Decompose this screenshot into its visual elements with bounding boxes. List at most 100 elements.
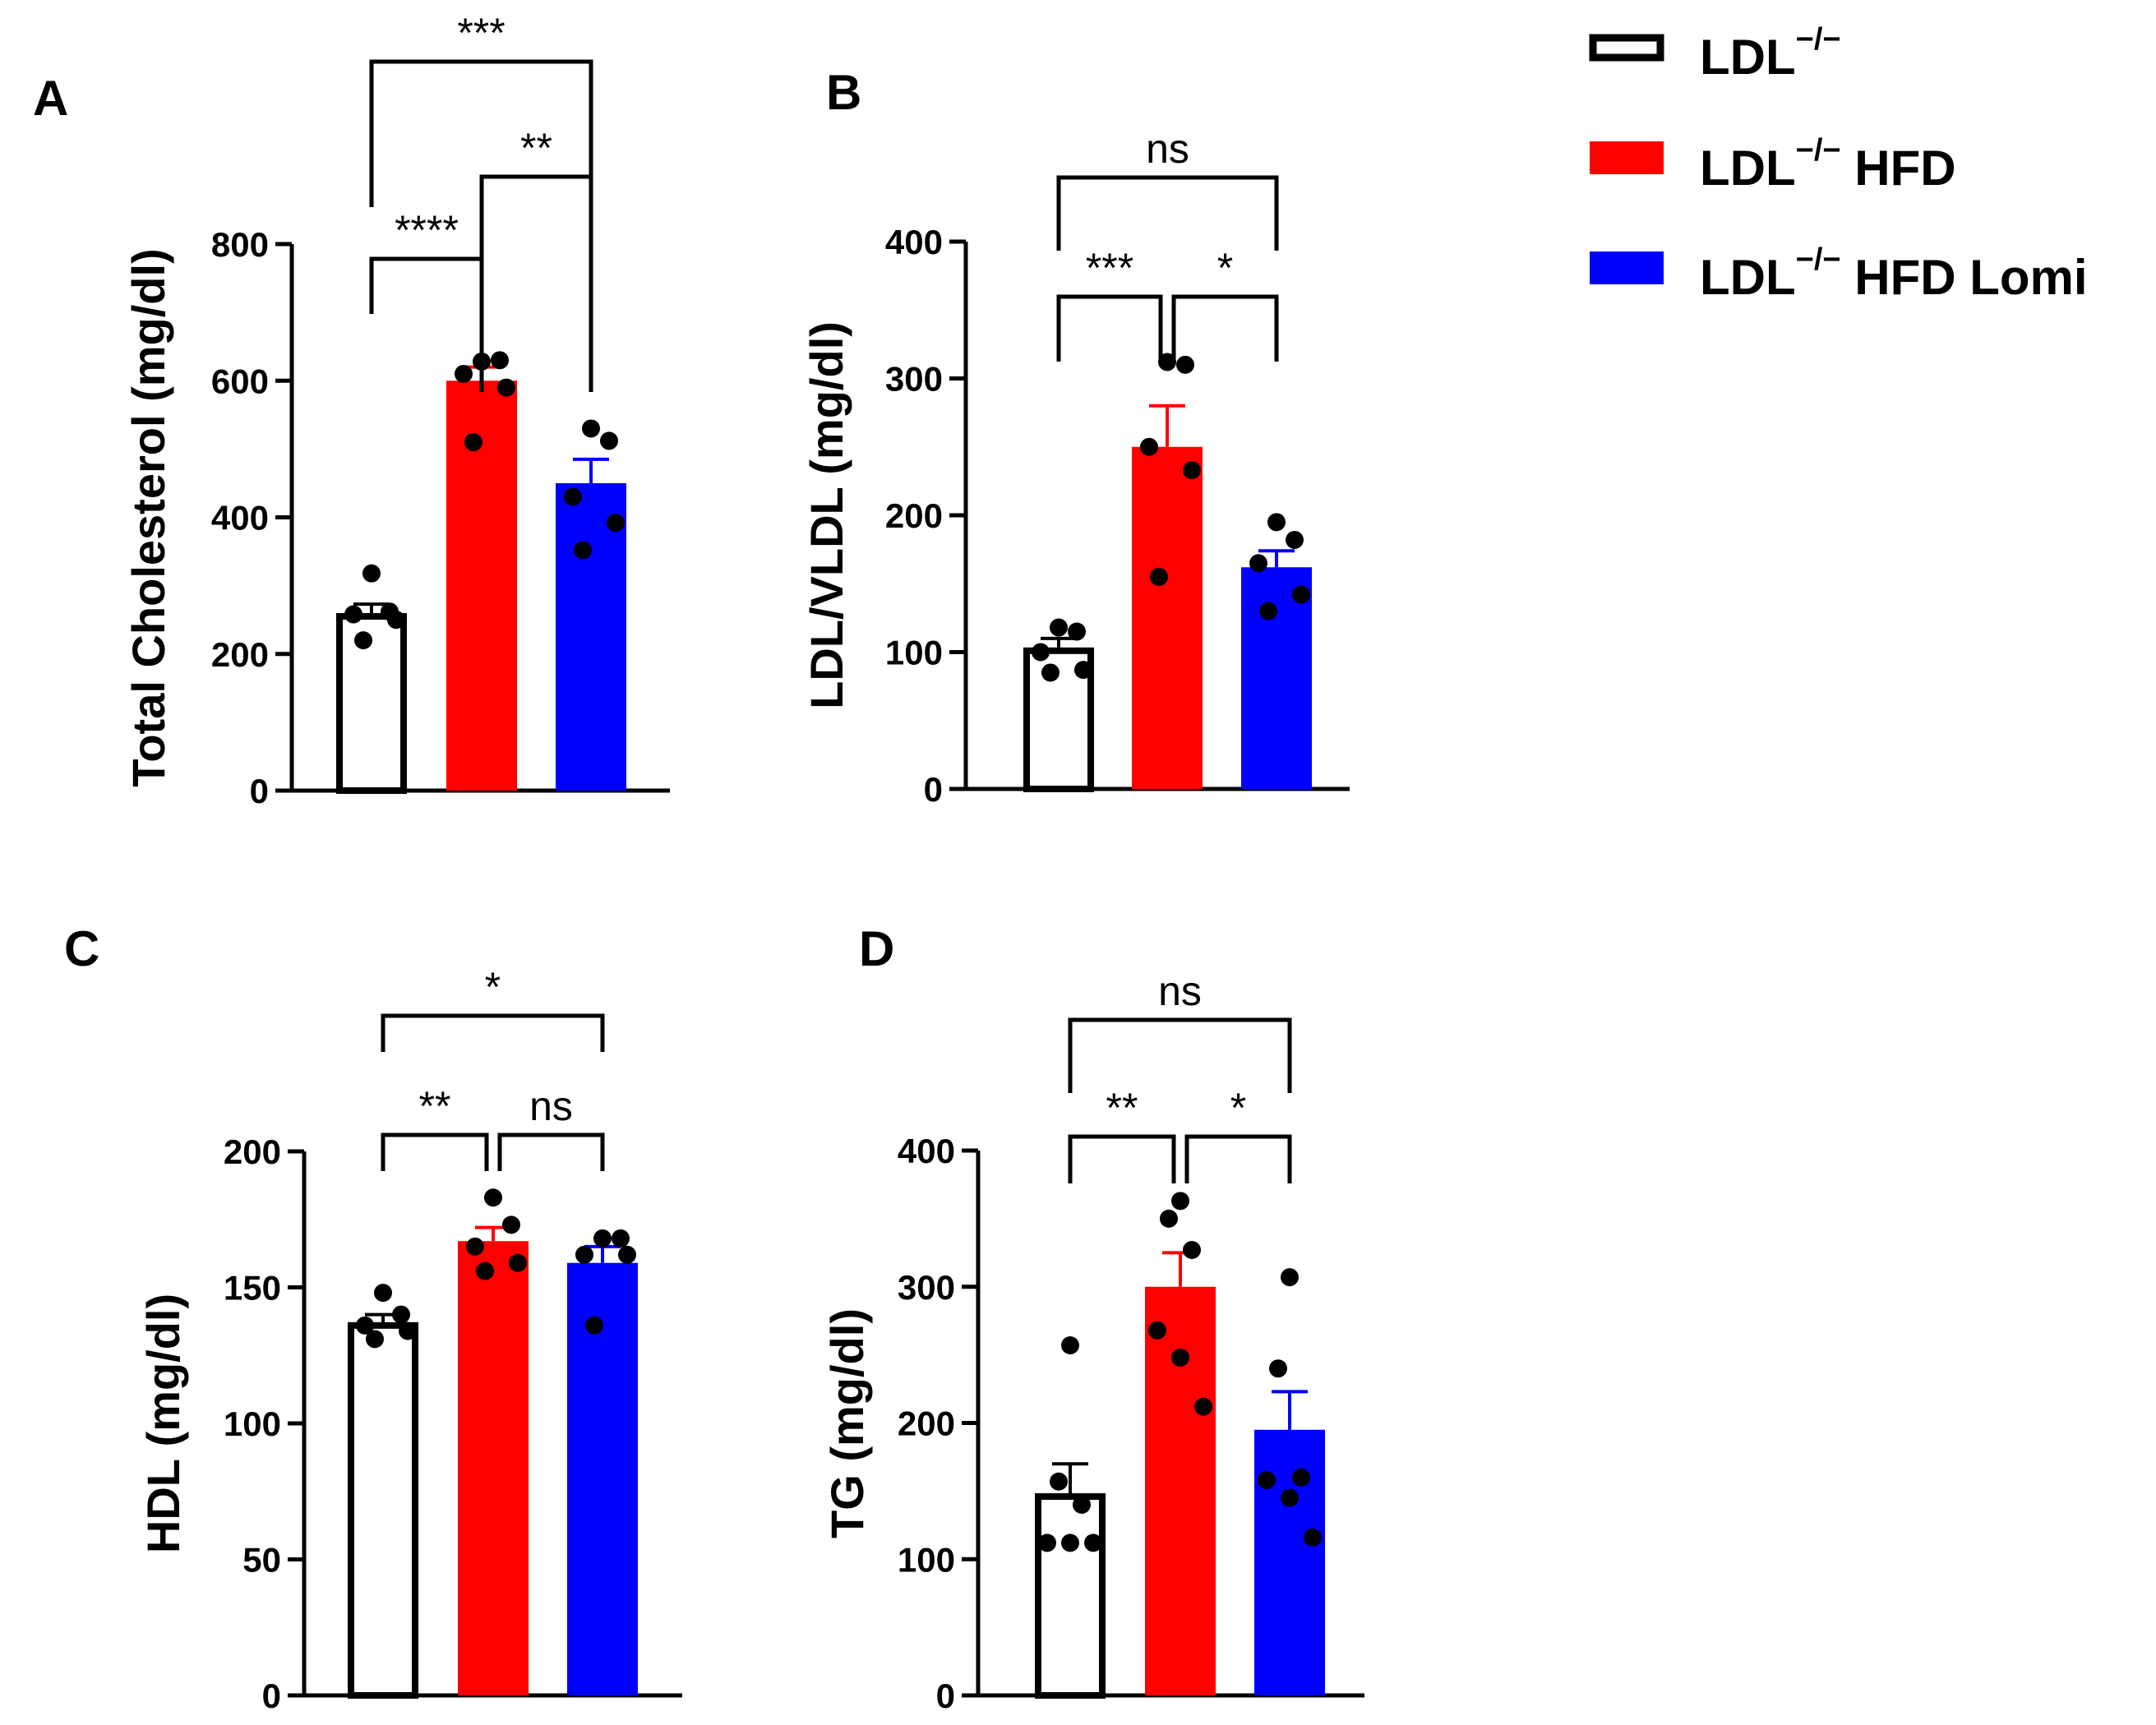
legend-swatch	[1589, 34, 1664, 62]
bar	[1132, 446, 1203, 789]
data-point	[1061, 1336, 1079, 1355]
significance-label: **	[1106, 1085, 1138, 1131]
bar	[446, 381, 517, 791]
panel-letter: D	[859, 921, 894, 976]
significance-bracket	[1068, 1017, 1292, 1093]
significance-label: **	[419, 1083, 451, 1129]
data-point	[1281, 1488, 1299, 1507]
data-point	[1038, 1534, 1056, 1552]
bar	[348, 1321, 418, 1699]
data-point	[1292, 585, 1310, 604]
panel-letter: B	[826, 65, 861, 120]
data-point	[1068, 622, 1086, 641]
data-point	[491, 351, 509, 370]
data-point	[1074, 661, 1092, 680]
data-point	[1084, 1534, 1102, 1552]
data-point	[1050, 1472, 1068, 1491]
y-axis-title: LDL/VLDL (mg/dl)	[801, 321, 852, 709]
data-point	[1140, 437, 1158, 456]
data-point	[585, 1316, 603, 1335]
significance-bracket	[1068, 1134, 1176, 1183]
data-point	[1269, 1359, 1287, 1378]
y-tick-label: 200	[211, 635, 269, 674]
data-point	[1183, 461, 1201, 480]
bar	[556, 482, 626, 791]
data-point	[1073, 1495, 1091, 1514]
data-point	[1259, 602, 1277, 620]
significance-label: ***	[1086, 245, 1133, 291]
data-point	[466, 1237, 484, 1256]
data-point	[1286, 530, 1304, 549]
legend-swatch	[1590, 141, 1664, 174]
data-point	[582, 419, 600, 438]
legend-item: LDL−/− HFD Lomi	[1590, 242, 2088, 305]
panel-letter: C	[64, 921, 99, 976]
chart-panel-c: C HDL (mg/dl) 0 50 100 150 200 ** ns *	[64, 921, 682, 1715]
significance-bracket	[369, 256, 484, 314]
data-point	[1292, 1468, 1310, 1487]
y-tick-label: 800	[211, 225, 269, 264]
significance-bracket	[1171, 294, 1279, 362]
data-point	[1041, 663, 1060, 682]
data-point	[574, 541, 592, 560]
data-point	[1171, 1348, 1189, 1367]
significance-bracket	[369, 59, 593, 207]
y-tick-label: 300	[898, 1268, 955, 1307]
data-point	[612, 1229, 630, 1248]
data-point	[374, 1284, 392, 1303]
significance-bracket	[1056, 175, 1279, 251]
significance-label: **	[520, 125, 552, 171]
significance-bracket	[381, 1013, 605, 1052]
y-tick-label: 0	[936, 1677, 955, 1715]
bar	[1145, 1286, 1216, 1695]
y-tick-label: 400	[885, 223, 943, 261]
data-point	[497, 378, 515, 397]
data-point	[1176, 355, 1194, 374]
legend-label: LDL−/− HFD Lomi	[1700, 242, 2088, 305]
data-point	[600, 431, 618, 450]
data-point	[509, 1253, 527, 1272]
data-point	[344, 605, 362, 624]
significance-bracket	[1056, 294, 1163, 362]
data-point	[564, 487, 582, 506]
significance-bracket	[479, 174, 593, 392]
significance-bracket	[497, 1132, 605, 1171]
y-tick-label: 200	[885, 496, 943, 535]
bar	[458, 1241, 529, 1695]
y-axis-title: HDL (mg/dl)	[137, 1294, 189, 1553]
chart-panel-a: A Total Cholesterol (mg/dl) 0 200 400 600 800 *…	[33, 10, 670, 810]
data-point	[1148, 1321, 1166, 1340]
y-tick-label: 0	[924, 770, 943, 809]
data-point	[464, 433, 482, 452]
panels: A Total Cholesterol (mg/dl) 0 200 400 600 800 *…	[33, 10, 1364, 1715]
legend-swatch	[1590, 251, 1664, 284]
y-tick-label: 0	[262, 1677, 281, 1715]
significance-bracket	[1184, 1134, 1292, 1183]
significance-label: *	[1230, 1085, 1246, 1131]
data-point	[1304, 1528, 1322, 1547]
data-point	[1281, 1268, 1299, 1287]
data-point	[399, 1321, 417, 1340]
significance-label: ns	[1146, 126, 1189, 172]
y-axis-title: Total Cholesterol (mg/dl)	[122, 248, 174, 786]
y-tick-label: 400	[211, 499, 269, 537]
data-point	[362, 564, 381, 583]
significance-label: ns	[1158, 968, 1202, 1014]
panel-letter: A	[33, 71, 68, 126]
y-tick-label: 600	[211, 362, 269, 400]
data-point	[502, 1215, 520, 1234]
bar	[336, 613, 407, 794]
data-point	[1249, 554, 1267, 573]
data-point	[1160, 1209, 1178, 1228]
bar	[1254, 1429, 1325, 1695]
data-point	[392, 1305, 410, 1324]
data-point	[354, 631, 372, 650]
significance-label: ns	[529, 1083, 573, 1129]
data-point	[484, 1188, 502, 1207]
data-point	[1150, 567, 1168, 586]
data-point	[366, 1330, 384, 1349]
data-point	[1194, 1397, 1212, 1416]
significance-label: ***	[457, 10, 505, 56]
y-tick-label: 400	[898, 1132, 955, 1170]
